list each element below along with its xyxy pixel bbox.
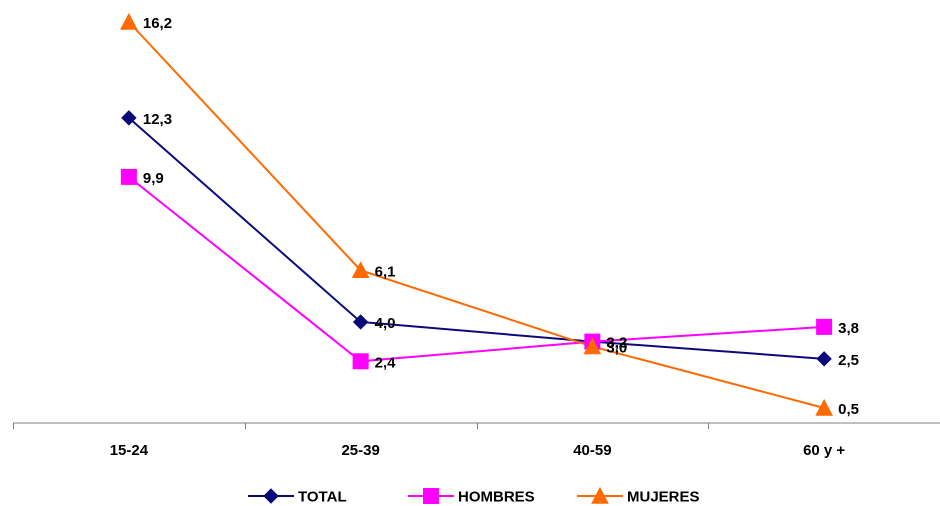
- point-mujeres-60-y: [815, 398, 833, 416]
- data-label-total-25-39: 4,0: [375, 315, 396, 332]
- data-label-total-15-24: 12,3: [143, 111, 172, 128]
- point-mujeres-40-59: [583, 337, 602, 355]
- point-mujeres-15-24: [120, 12, 138, 30]
- point-hombres-15-24: [120, 168, 137, 185]
- point-mujeres-25-39: [351, 261, 370, 279]
- series-markers: [120, 12, 833, 416]
- point-total-15-24: [121, 110, 137, 126]
- data-label-hombres-40-59: 3,2: [606, 335, 627, 352]
- data-label-total-60-y: 2,5: [838, 352, 859, 369]
- point-hombres-60-y: [816, 318, 833, 335]
- data-label-total-40-59: 3,2: [606, 335, 627, 352]
- data-label-mujeres-60-y: 0,5: [838, 401, 859, 418]
- legend-item-mujeres: MUJERES: [577, 486, 700, 506]
- x-tick-label-25-39: 25-39: [341, 442, 379, 459]
- legend-label-total: TOTAL: [298, 489, 347, 506]
- x-axis: 15-24 25-39 40-59 60 y +: [13, 422, 940, 459]
- data-label-hombres-60-y: 3,8: [838, 320, 859, 337]
- data-label-hombres-25-39: 2,4: [375, 354, 397, 371]
- legend-marker-hombres: [423, 488, 439, 504]
- data-label-hombres-15-24: 9,9: [143, 170, 164, 187]
- legend-marker-total: [263, 488, 279, 504]
- point-total-60-y: [816, 351, 832, 367]
- legend-item-total: TOTAL: [248, 488, 347, 506]
- series-line-mujeres: [128, 21, 825, 409]
- series-line-hombres: [128, 176, 825, 363]
- point-total-25-39: [352, 314, 369, 330]
- data-labels: 12,34,03,22,59,92,43,23,816,26,13,00,5: [143, 15, 859, 418]
- legend-label-hombres: HOMBRES: [458, 489, 535, 506]
- series-line-total: [128, 117, 825, 360]
- legend-item-hombres: HOMBRES: [408, 488, 535, 506]
- x-tick-label-15-24: 15-24: [110, 442, 149, 459]
- data-label-mujeres-25-39: 6,1: [375, 263, 396, 280]
- series-lines: [128, 21, 825, 409]
- legend-label-mujeres: MUJERES: [627, 489, 700, 506]
- x-tick-label-40-59: 40-59: [573, 442, 611, 459]
- data-label-mujeres-15-24: 16,2: [143, 15, 172, 32]
- x-tick-label-60-y: 60 y +: [803, 442, 845, 459]
- legend-marker-mujeres: [591, 486, 609, 504]
- data-label-mujeres-40-59: 3,0: [606, 340, 627, 357]
- legend: TOTAL HOMBRES MUJERES: [248, 486, 700, 506]
- point-hombres-25-39: [352, 353, 369, 370]
